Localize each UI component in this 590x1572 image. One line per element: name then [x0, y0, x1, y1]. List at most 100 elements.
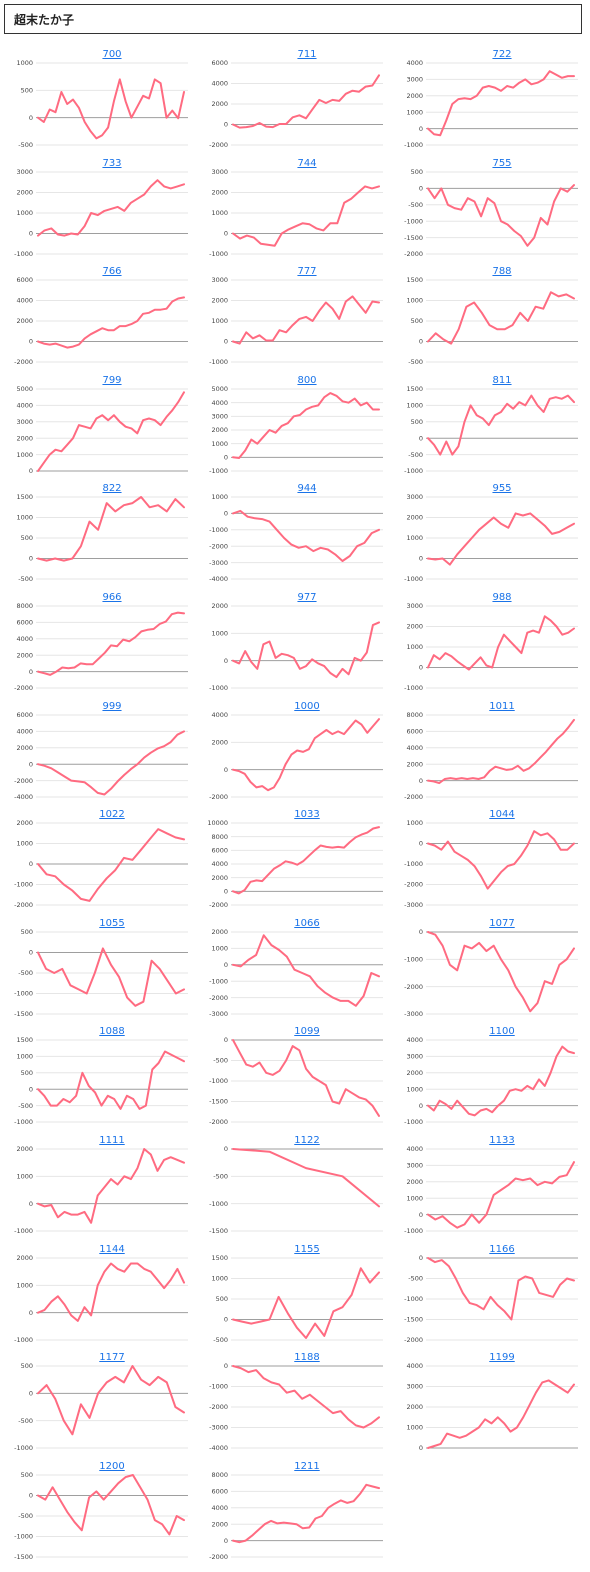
chart-title[interactable]: 944	[297, 483, 316, 494]
y-tick-label: -500	[408, 1274, 423, 1282]
y-tick-label: -1000	[404, 467, 423, 475]
y-tick-label: 1000	[211, 944, 228, 952]
y-tick-label: 2000	[211, 738, 228, 746]
chart-title[interactable]: 999	[102, 701, 121, 712]
chart-svg: 1088 1500 1000 500 0 -500 -1000	[14, 1026, 188, 1127]
chart-title[interactable]: 1144	[99, 1244, 124, 1255]
chart-title[interactable]: 1111	[99, 1135, 124, 1146]
y-tick-label: 0	[224, 1315, 228, 1323]
chart-title[interactable]: 799	[102, 375, 121, 386]
chart-title[interactable]: 988	[492, 592, 511, 603]
chart-title[interactable]: 744	[297, 158, 316, 169]
y-tick-label: 0	[29, 668, 33, 676]
y-tick-label: 3000	[406, 76, 423, 84]
chart-title[interactable]: 755	[492, 158, 511, 169]
chart-title[interactable]: 788	[492, 266, 511, 277]
y-tick-label: 3000	[406, 602, 423, 610]
chart-panel-1088: 1088 1500 1000 500 0 -500 -1000	[8, 1024, 201, 1132]
chart-title[interactable]: 800	[297, 375, 316, 386]
y-tick-label: -1000	[209, 1078, 228, 1086]
chart-svg: 800 5000 4000 3000 2000 1000 0 -1000	[209, 375, 383, 475]
y-tick-label: 3000	[16, 168, 33, 176]
chart-title[interactable]: 1077	[489, 918, 514, 929]
y-tick-label: -3000	[404, 901, 423, 909]
y-tick-label: -4000	[209, 576, 228, 584]
chart-title[interactable]: 966	[102, 592, 121, 603]
chart-title[interactable]: 1022	[99, 809, 124, 820]
chart-title[interactable]: 1099	[294, 1026, 319, 1037]
chart-title[interactable]: 1133	[489, 1135, 514, 1146]
chart-title[interactable]: 1122	[294, 1135, 319, 1146]
y-tick-label: 3000	[211, 412, 228, 420]
y-tick-label: 2000	[211, 928, 228, 936]
chart-title[interactable]: 811	[492, 375, 511, 386]
y-tick-label: 2000	[16, 434, 33, 442]
y-tick-label: 0	[29, 229, 33, 237]
y-tick-label: 1000	[211, 209, 228, 217]
y-tick-label: -4000	[14, 793, 33, 801]
y-tick-label: 0	[29, 1491, 33, 1499]
y-tick-label: -500	[18, 969, 33, 977]
chart-title[interactable]: 1088	[99, 1026, 124, 1037]
chart-title[interactable]: 1011	[489, 701, 514, 712]
series-line	[427, 1045, 575, 1117]
chart-title[interactable]: 722	[492, 49, 511, 60]
chart-panel-944: 944 1000 0 -1000 -2000 -3000 -4000	[203, 481, 396, 589]
chart-panel-822: 822 1500 1000 500 0 -500	[8, 481, 201, 589]
chart-title[interactable]: 955	[492, 483, 511, 494]
chart-title[interactable]: 700	[102, 49, 121, 60]
y-tick-label: 4000	[211, 80, 228, 88]
y-tick-label: 8000	[211, 1471, 228, 1479]
y-tick-label: 0	[29, 1308, 33, 1316]
chart-title[interactable]: 977	[297, 592, 316, 603]
y-tick-label: -1000	[404, 860, 423, 868]
chart-title[interactable]: 777	[297, 266, 316, 277]
y-tick-label: 1500	[406, 385, 423, 393]
y-tick-label: 0	[419, 1254, 423, 1262]
chart-svg: 1122 0 -500 -1000 -1500	[209, 1135, 383, 1235]
y-tick-label: 6000	[211, 847, 228, 855]
y-tick-label: 8000	[16, 602, 33, 610]
chart-title[interactable]: 1044	[489, 809, 514, 820]
y-tick-label: 1000	[406, 108, 423, 116]
chart-title[interactable]: 1066	[294, 918, 319, 929]
y-tick-label: -1000	[404, 684, 423, 692]
chart-panel-955: 955 3000 2000 1000 0 -1000	[398, 481, 590, 589]
chart-panel-966: 966 8000 6000 4000 2000 0 -2000	[8, 590, 201, 698]
series-line	[232, 1483, 380, 1543]
chart-title[interactable]: 1000	[294, 701, 319, 712]
series-line	[232, 1148, 380, 1208]
chart-title[interactable]: 711	[297, 49, 316, 60]
y-tick-label: 0	[29, 467, 33, 475]
y-tick-label: 0	[224, 961, 228, 969]
chart-panel-1033: 1033 10000 8000 6000 4000 2000 0 -2000	[203, 807, 396, 915]
chart-panel-1011: 1011 8000 6000 4000 2000 0 -2000	[398, 699, 590, 807]
y-tick-label: -2000	[209, 1553, 228, 1561]
chart-title[interactable]: 733	[102, 158, 121, 169]
chart-panel-1188: 1188 0 -1000 -2000 -3000 -4000	[203, 1350, 396, 1458]
chart-title[interactable]: 822	[102, 483, 121, 494]
chart-title[interactable]: 1166	[489, 1244, 514, 1255]
chart-title[interactable]: 1055	[99, 918, 124, 929]
y-tick-label: 6000	[211, 1487, 228, 1495]
series-line	[427, 70, 575, 137]
series-line	[232, 934, 380, 1007]
series-line	[232, 826, 380, 895]
y-tick-label: 5000	[211, 385, 228, 393]
chart-title[interactable]: 1199	[489, 1352, 514, 1363]
series-line	[427, 512, 575, 566]
chart-title[interactable]: 1155	[294, 1244, 319, 1255]
chart-title[interactable]: 766	[102, 266, 121, 277]
chart-panel-1199: 1199 4000 3000 2000 1000 0	[398, 1350, 590, 1458]
chart-title[interactable]: 1177	[99, 1352, 124, 1363]
chart-title[interactable]: 1200	[99, 1461, 124, 1472]
chart-title[interactable]: 1033	[294, 809, 319, 820]
chart-svg: 955 3000 2000 1000 0 -1000	[404, 483, 578, 584]
y-tick-label: -1000	[14, 881, 33, 889]
series-line	[232, 1365, 380, 1429]
chart-title[interactable]: 1188	[294, 1352, 319, 1363]
chart-title[interactable]: 1211	[294, 1461, 319, 1472]
y-tick-label: 2000	[211, 188, 228, 196]
chart-title[interactable]: 1100	[489, 1026, 514, 1037]
